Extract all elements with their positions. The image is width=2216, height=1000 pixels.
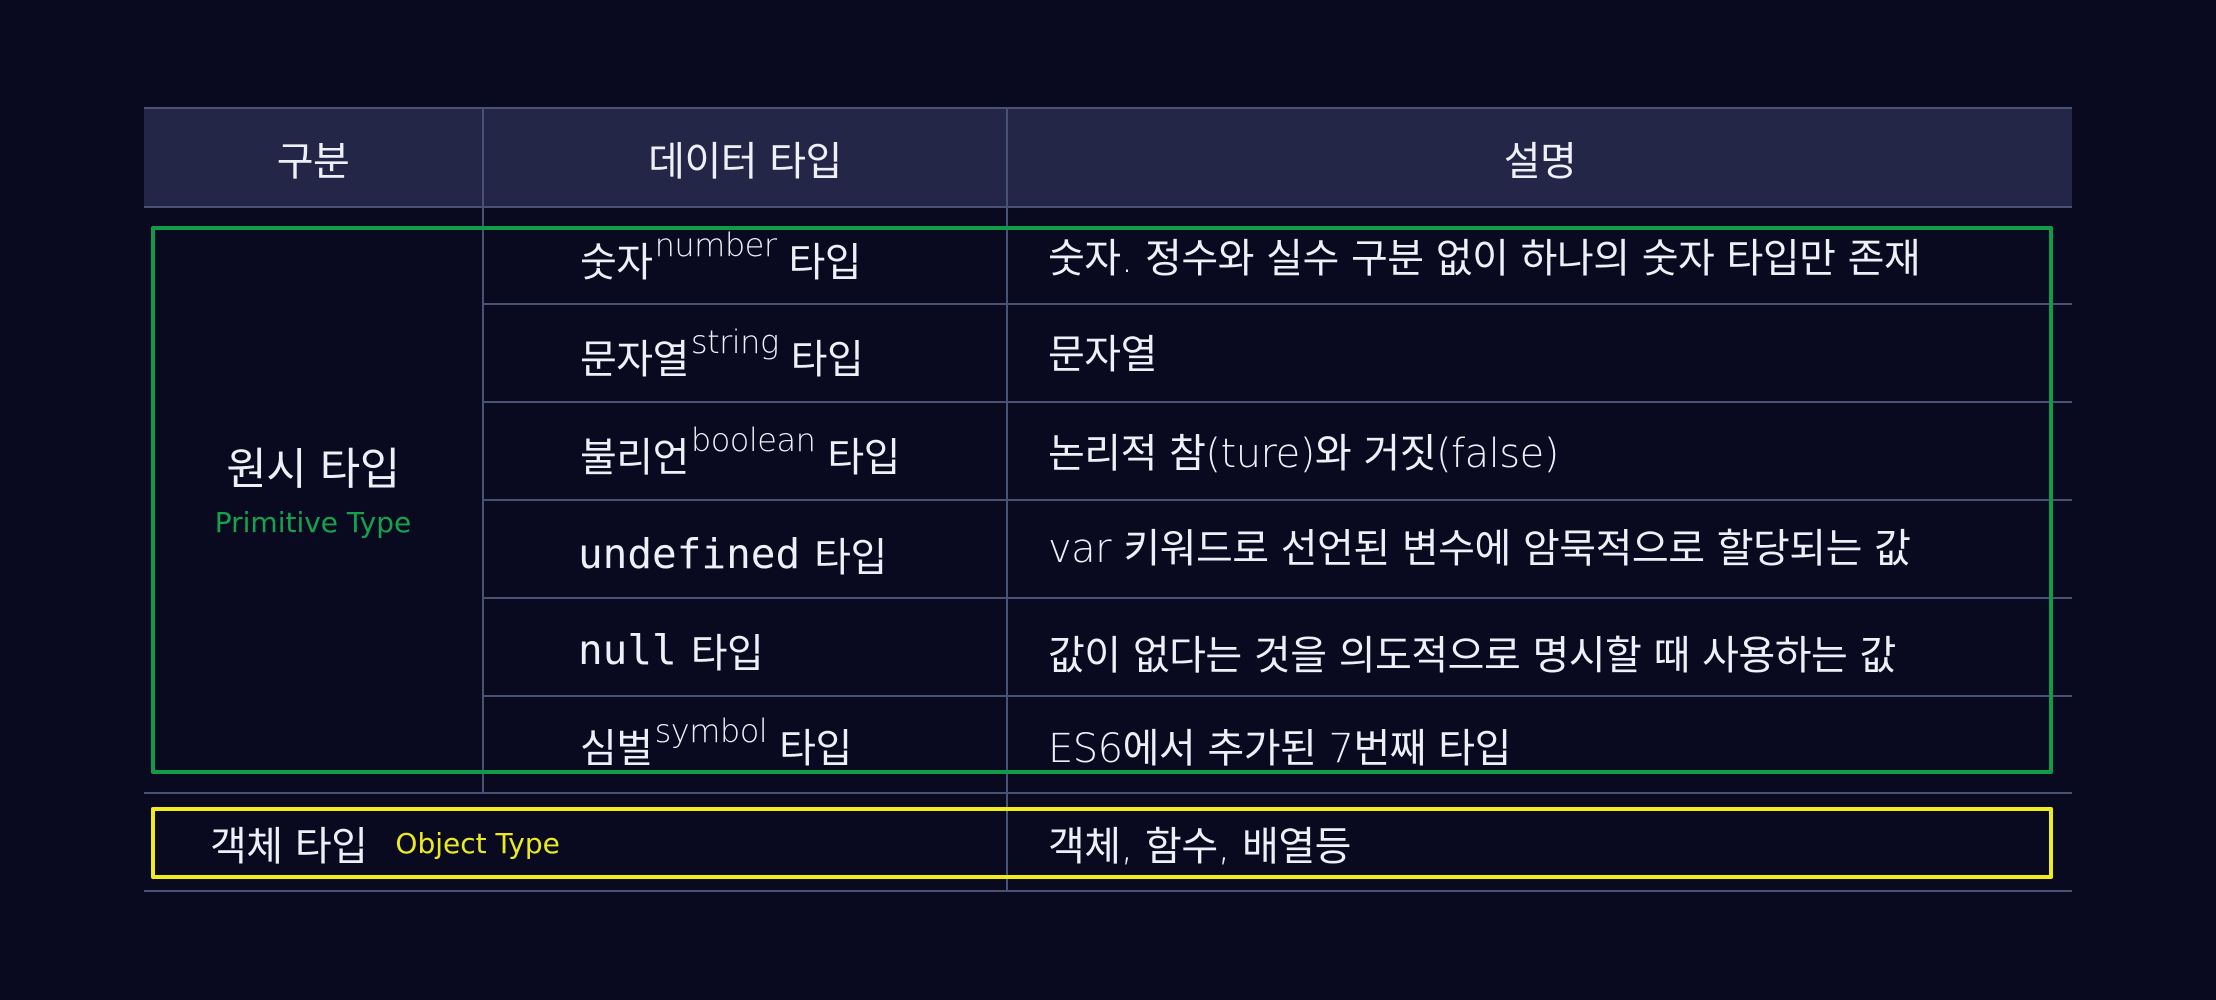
grid-line bbox=[1006, 107, 1008, 892]
type-prefix: 불리언 bbox=[580, 435, 689, 481]
primitive-label: 원시 타입 bbox=[226, 443, 400, 495]
type-english-name: boolean bbox=[690, 421, 816, 459]
header-data-type: 데이터 타입 bbox=[484, 108, 1006, 207]
header-category-label: 구분 bbox=[276, 138, 350, 185]
table-header bbox=[144, 108, 2072, 207]
type-suffix: 타입 bbox=[779, 726, 852, 772]
grid-line bbox=[144, 792, 2072, 794]
type-english-name: string bbox=[690, 323, 779, 361]
description-text: 객체, 함수, 배열등 bbox=[1048, 824, 1351, 870]
type-cell-string: 문자열 string 타입 bbox=[580, 313, 864, 399]
type-suffix: 타입 bbox=[827, 435, 900, 481]
description-text: ES6에서 추가된 7번째 타입 bbox=[1048, 726, 1511, 772]
type-suffix: 타입 bbox=[690, 631, 764, 677]
header-description: 설명 bbox=[1008, 108, 2072, 207]
grid-line bbox=[482, 303, 2072, 305]
grid-line bbox=[144, 206, 2072, 208]
primitive-highlight-box bbox=[151, 226, 2053, 774]
grid-line bbox=[144, 890, 2072, 892]
description-text: 논리적 참(ture)와 거짓(false) bbox=[1048, 431, 1559, 477]
type-cell-null: null 타입 bbox=[578, 607, 764, 693]
grid-line bbox=[482, 107, 484, 793]
description-cell: 문자열 bbox=[1048, 308, 1157, 394]
grid-line bbox=[482, 597, 2072, 599]
type-suffix: 타입 bbox=[814, 535, 887, 581]
description-text: 문자열 bbox=[1048, 332, 1157, 378]
description-cell: 논리적 참(ture)와 거짓(false) bbox=[1048, 407, 1559, 493]
description-cell: 숫자. 정수와 실수 구분 없이 하나의 숫자 타입만 존재 bbox=[1048, 212, 1921, 298]
grid-line bbox=[482, 499, 2072, 501]
type-suffix: 타입 bbox=[790, 337, 864, 383]
type-cell-boolean: 불리언 boolean 타입 bbox=[580, 411, 900, 497]
primitive-note: Primitive Type bbox=[214, 505, 412, 539]
type-cell-symbol: 심벌 symbol 타입 bbox=[580, 702, 852, 788]
description-cell: 객체, 함수, 배열등 bbox=[1048, 800, 1351, 886]
type-prefix: 심벌 bbox=[580, 726, 653, 772]
description-text: var 키워드로 선언된 변수에 암묵적으로 할당되는 값 bbox=[1048, 526, 1911, 572]
header-data-type-label: 데이터 타입 bbox=[648, 138, 842, 185]
type-prefix: 숫자 bbox=[580, 240, 653, 286]
description-text: 숫자. 정수와 실수 구분 없이 하나의 숫자 타입만 존재 bbox=[1048, 236, 1921, 282]
type-code-name: null bbox=[578, 626, 677, 674]
grid-line bbox=[144, 107, 2072, 109]
type-english-name: number bbox=[654, 226, 777, 264]
object-label: 객체 타입 bbox=[210, 824, 368, 870]
description-text: 값이 없다는 것을 의도적으로 명시할 때 사용하는 값 bbox=[1048, 633, 1896, 679]
type-english-name: symbol bbox=[654, 712, 768, 750]
header-description-label: 설명 bbox=[1503, 138, 1577, 185]
header-category: 구분 bbox=[144, 108, 482, 207]
primitive-category: 원시 타입 Primitive Type bbox=[144, 420, 482, 560]
description-cell: ES6에서 추가된 7번째 타입 bbox=[1048, 702, 1511, 788]
description-cell: var 키워드로 선언된 변수에 암묵적으로 할당되는 값 bbox=[1048, 502, 1911, 588]
object-note: Object Type bbox=[395, 826, 560, 860]
grid-line bbox=[482, 401, 2072, 403]
type-code-name: undefined bbox=[578, 530, 801, 578]
type-prefix: 문자열 bbox=[580, 337, 689, 383]
type-cell-undefined: undefined 타입 bbox=[578, 511, 887, 597]
object-highlight-box bbox=[151, 807, 2053, 879]
description-cell: 값이 없다는 것을 의도적으로 명시할 때 사용하는 값 bbox=[1048, 609, 1896, 695]
object-category: 객체 타입 Object Type bbox=[210, 800, 560, 886]
type-suffix: 타입 bbox=[788, 240, 862, 286]
type-cell-number: 숫자 number 타입 bbox=[580, 216, 862, 302]
grid-line bbox=[482, 695, 2072, 697]
